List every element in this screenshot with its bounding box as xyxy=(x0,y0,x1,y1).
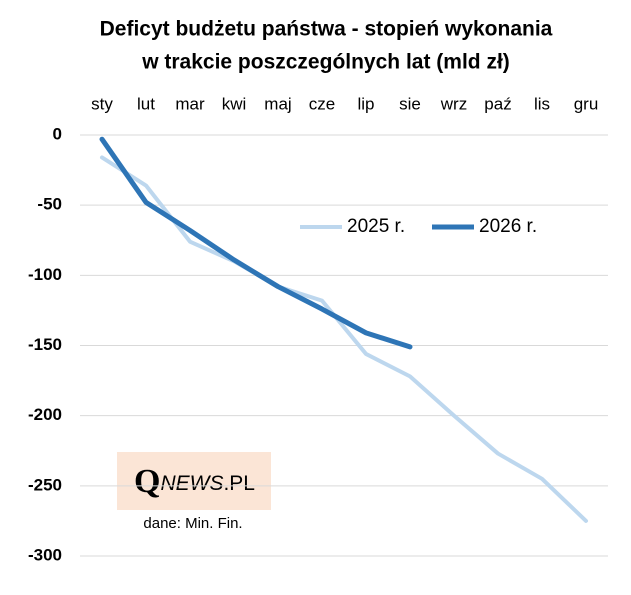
x-tick-label: paź xyxy=(484,94,511,113)
y-tick-label: -50 xyxy=(37,195,62,214)
chart-title: w trakcie poszczególnych lat (mld zł) xyxy=(141,51,510,74)
y-tick-label: -200 xyxy=(28,405,62,424)
series-line xyxy=(100,155,588,523)
x-tick-label: lis xyxy=(534,94,550,113)
x-tick-label: mar xyxy=(175,94,205,113)
watermark-box xyxy=(117,452,271,510)
x-tick-label: cze xyxy=(309,94,335,113)
source: dane: Min. Fin. xyxy=(143,515,242,532)
legend-label: 2025 r. xyxy=(347,216,405,237)
x-tick-label: lip xyxy=(357,94,374,113)
chart-title: Deficyt budżetu państwa - stopień wykona… xyxy=(100,18,553,41)
y-tick-label: 0 xyxy=(53,124,62,143)
logo-pl: .PL xyxy=(223,472,255,495)
x-tick-label: sty xyxy=(91,94,113,113)
logo-news: NEWS xyxy=(160,472,223,495)
series-line xyxy=(99,136,413,350)
x-tick-label: maj xyxy=(264,94,291,113)
logo-q: Q xyxy=(134,463,160,500)
x-tick-label: kwi xyxy=(222,94,247,113)
y-tick-label: -250 xyxy=(28,475,62,494)
y-tick-label: -300 xyxy=(28,545,62,564)
watermark-logo: QNEWS.PL xyxy=(134,463,255,500)
legend-label: 2026 r. xyxy=(479,216,537,237)
x-tick-label: wrz xyxy=(440,94,467,113)
x-tick-label: sie xyxy=(399,94,421,113)
x-tick-label: gru xyxy=(574,94,599,113)
x-tick-label: lut xyxy=(137,94,155,113)
y-tick-label: -150 xyxy=(28,335,62,354)
y-tick-label: -100 xyxy=(28,265,62,284)
